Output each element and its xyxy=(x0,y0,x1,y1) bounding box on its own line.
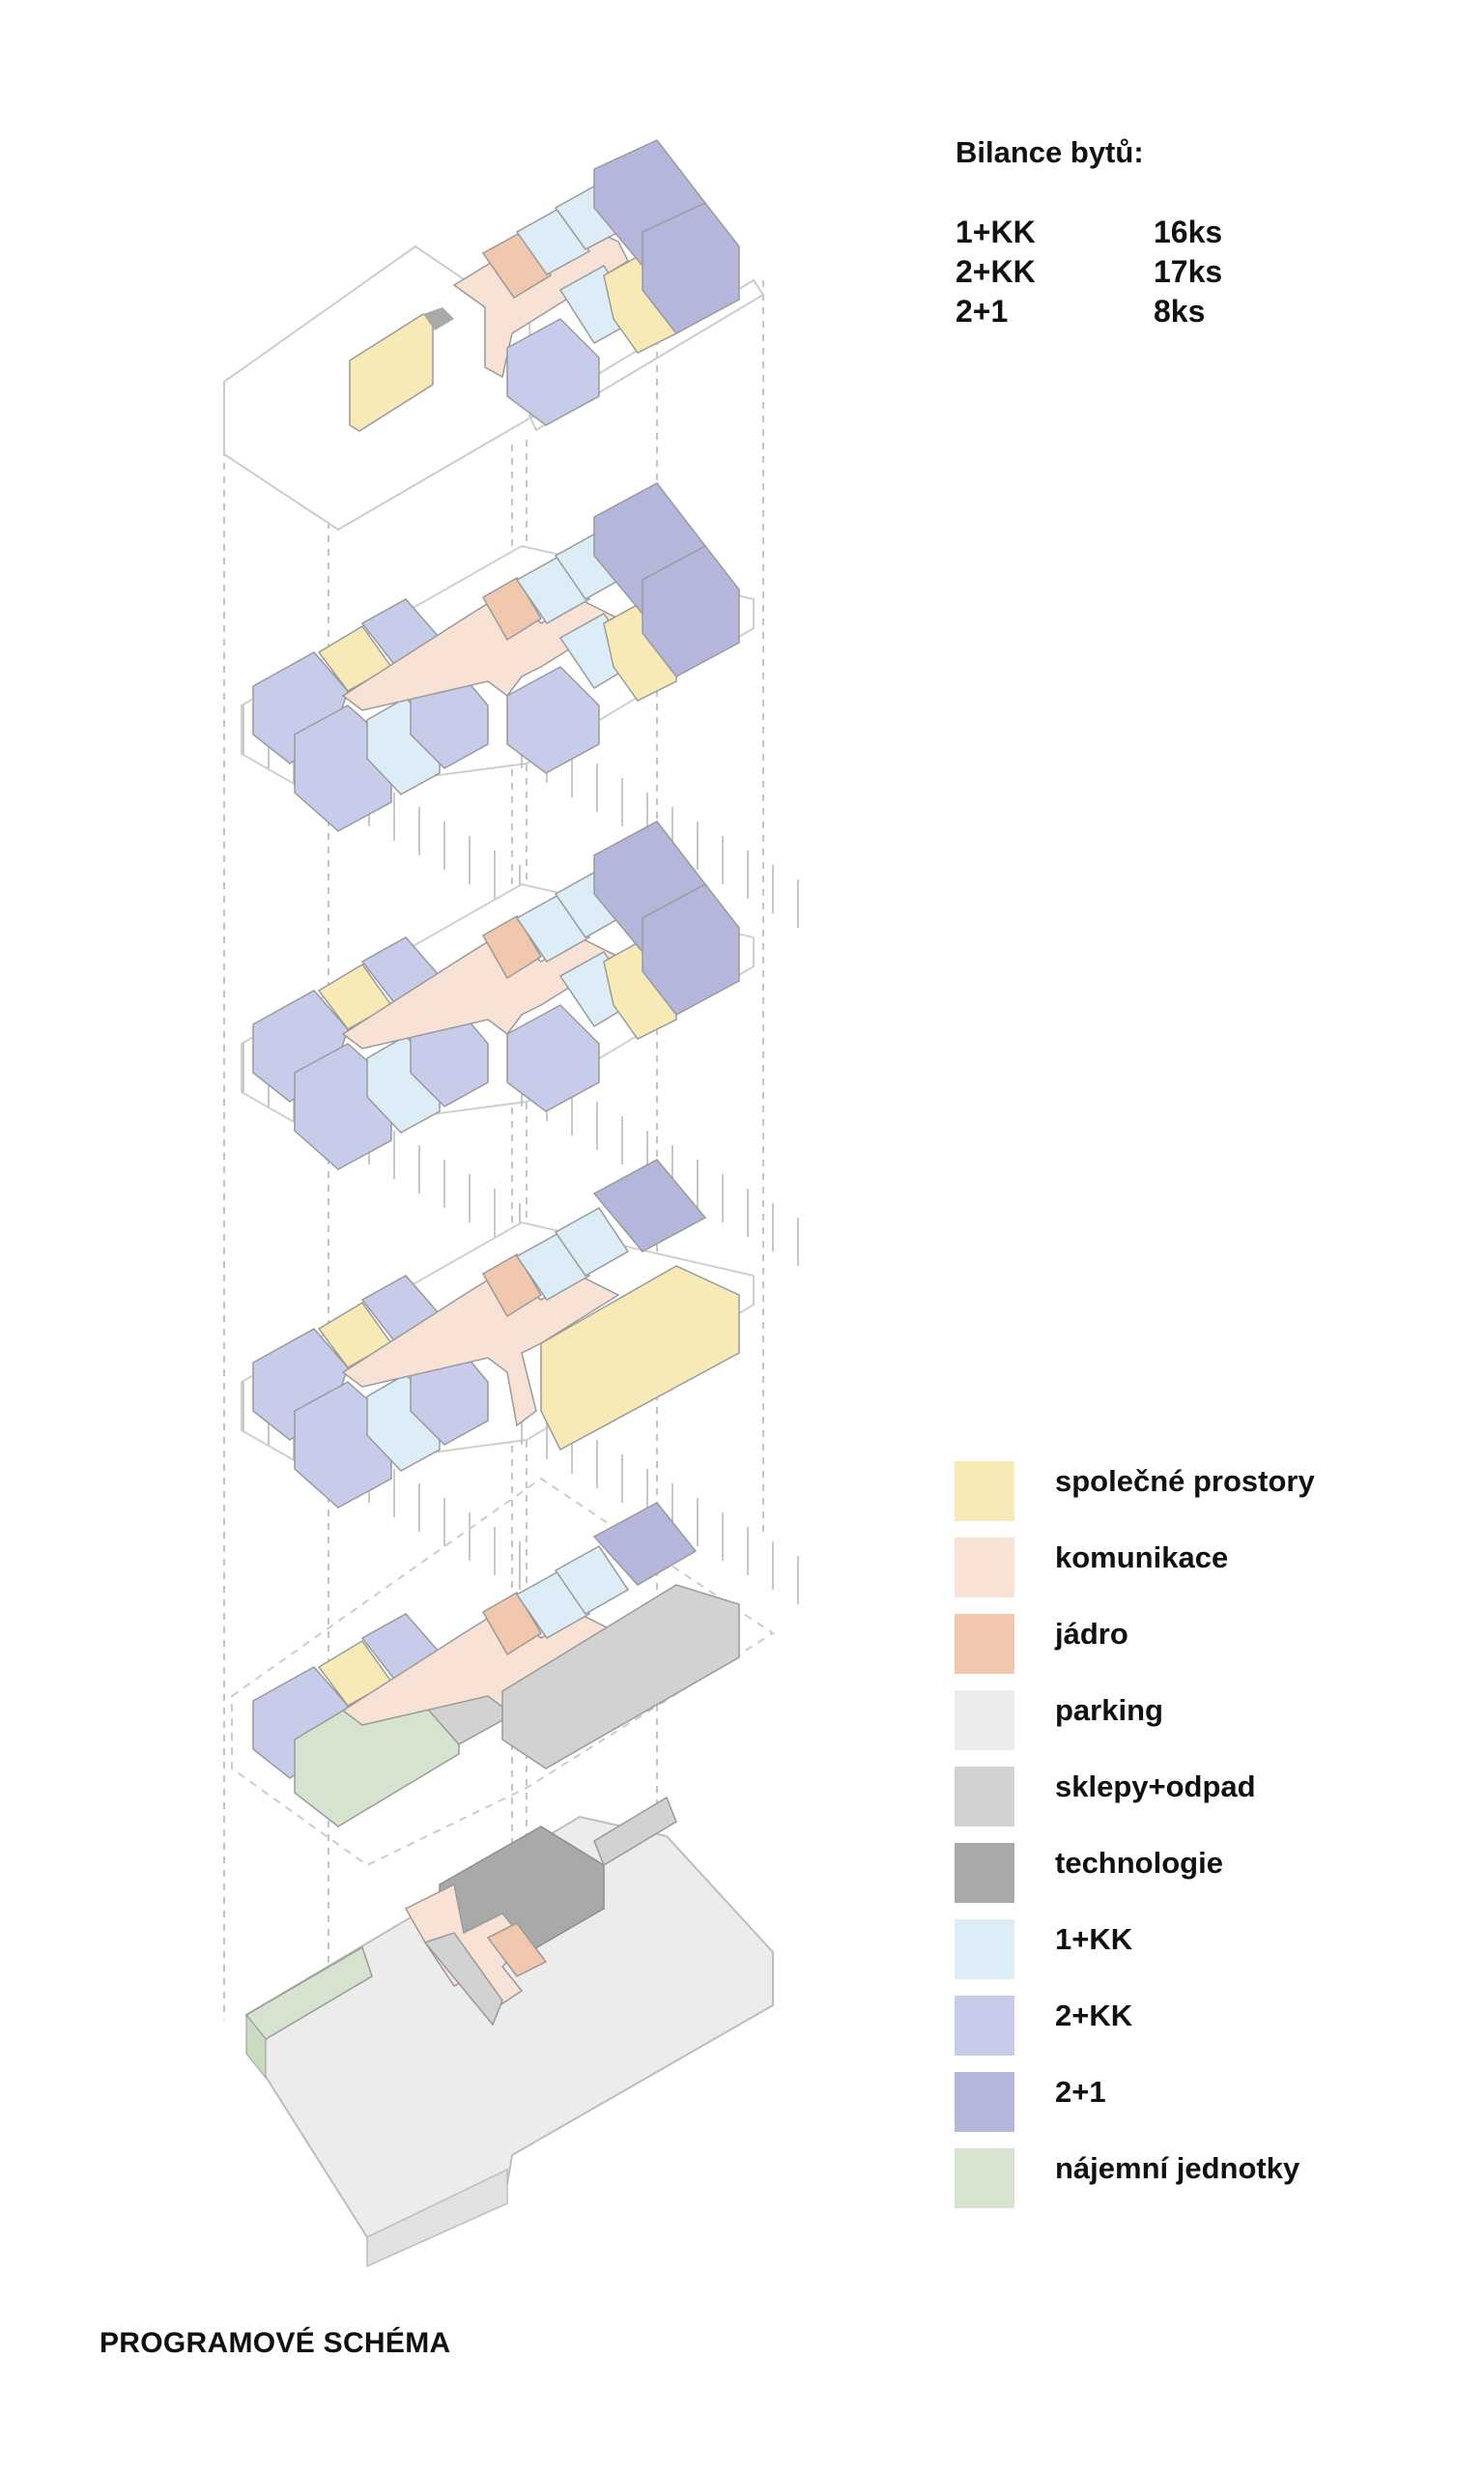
legend-label: nájemní jednotky xyxy=(1055,2151,1300,2185)
apartment-balance: Bilance bytů: 1+KK 16ks 2+KK 17ks 2+1 8k… xyxy=(956,135,1361,331)
legend-item: 1+KK xyxy=(955,1919,1457,1996)
jadro xyxy=(481,1591,543,1656)
jadro xyxy=(481,1252,543,1318)
unit-1kk xyxy=(554,1545,630,1615)
komunikace xyxy=(404,1883,528,2012)
legend-item: 2+KK xyxy=(955,1996,1457,2072)
floor-parking xyxy=(244,1796,774,2268)
balance-title: Bilance bytů: xyxy=(956,135,1144,169)
legend-swatch xyxy=(955,1843,1014,1903)
legend-swatch xyxy=(955,1690,1014,1750)
floor-top xyxy=(223,139,765,532)
balance-count: 8ks xyxy=(1154,294,1206,329)
balance-row: 1+KK 16ks xyxy=(956,213,1361,252)
balance-row: 2+1 8ks xyxy=(956,292,1361,331)
legend-item: 2+1 xyxy=(955,2072,1457,2148)
unit-21 xyxy=(642,883,740,1016)
unit-2kk xyxy=(506,1004,600,1112)
legend-item: parking xyxy=(955,1690,1457,1767)
jadro xyxy=(481,231,553,300)
legend-swatch xyxy=(955,1919,1014,1979)
legend-swatch xyxy=(955,1996,1014,2056)
legend-swatch xyxy=(955,1767,1014,1827)
cellars xyxy=(423,1932,503,2027)
balance-type: 2+1 xyxy=(956,294,1009,329)
legend: společné prostory komunikace jádro parking s… xyxy=(955,1461,1457,2225)
legend-item: společné prostory xyxy=(955,1461,1457,1538)
legend-item: komunikace xyxy=(955,1538,1457,1614)
legend-swatch xyxy=(955,2072,1014,2132)
legend-swatch xyxy=(955,1461,1014,1521)
legend-item: sklepy+odpad xyxy=(955,1767,1457,1843)
legend-label: společné prostory xyxy=(1055,1464,1315,1498)
unit-2kk xyxy=(506,318,600,426)
floor-ground-upper xyxy=(231,1477,775,1867)
legend-item: jádro xyxy=(955,1614,1457,1690)
balance-count: 17ks xyxy=(1154,254,1223,289)
legend-item: technologie xyxy=(955,1843,1457,1919)
unit-21 xyxy=(642,202,740,334)
balance-row: 2+KK 17ks xyxy=(956,252,1361,292)
jadro xyxy=(486,1922,548,1977)
legend-swatch xyxy=(955,1538,1014,1597)
jadro xyxy=(481,914,543,980)
legend-label: 2+1 xyxy=(1055,2075,1106,2109)
jadro xyxy=(481,576,543,642)
legend-item: nájemní jednotky xyxy=(955,2148,1457,2225)
balance-type: 2+KK xyxy=(956,254,1036,289)
floor-residential-1 xyxy=(241,482,799,929)
unit-2kk xyxy=(506,666,600,774)
unit-21 xyxy=(642,545,740,677)
legend-label: 1+KK xyxy=(1055,1922,1133,1956)
floor-residential-2 xyxy=(241,820,799,1267)
legend-label: jádro xyxy=(1055,1617,1128,1651)
diagram-caption: PROGRAMOVÉ SCHÉMA xyxy=(100,2327,451,2359)
legend-label: 2+KK xyxy=(1055,1999,1133,2032)
unit-common xyxy=(349,313,434,432)
unit-common xyxy=(540,1265,740,1452)
legend-swatch xyxy=(955,1614,1014,1674)
unit-1kk xyxy=(554,1207,630,1277)
unit-21 xyxy=(592,1502,698,1586)
legend-label: technologie xyxy=(1055,1846,1223,1880)
legend-swatch xyxy=(955,2148,1014,2208)
legend-label: parking xyxy=(1055,1693,1163,1727)
cellars xyxy=(501,1584,740,1769)
legend-label: sklepy+odpad xyxy=(1055,1769,1256,1803)
unit-21 xyxy=(592,1159,707,1252)
floor-residential-3 xyxy=(241,1159,799,1605)
balance-type: 1+KK xyxy=(956,215,1036,249)
legend-label: komunikace xyxy=(1055,1540,1229,1574)
balance-count: 16ks xyxy=(1154,215,1223,249)
cellars xyxy=(593,1796,677,1867)
